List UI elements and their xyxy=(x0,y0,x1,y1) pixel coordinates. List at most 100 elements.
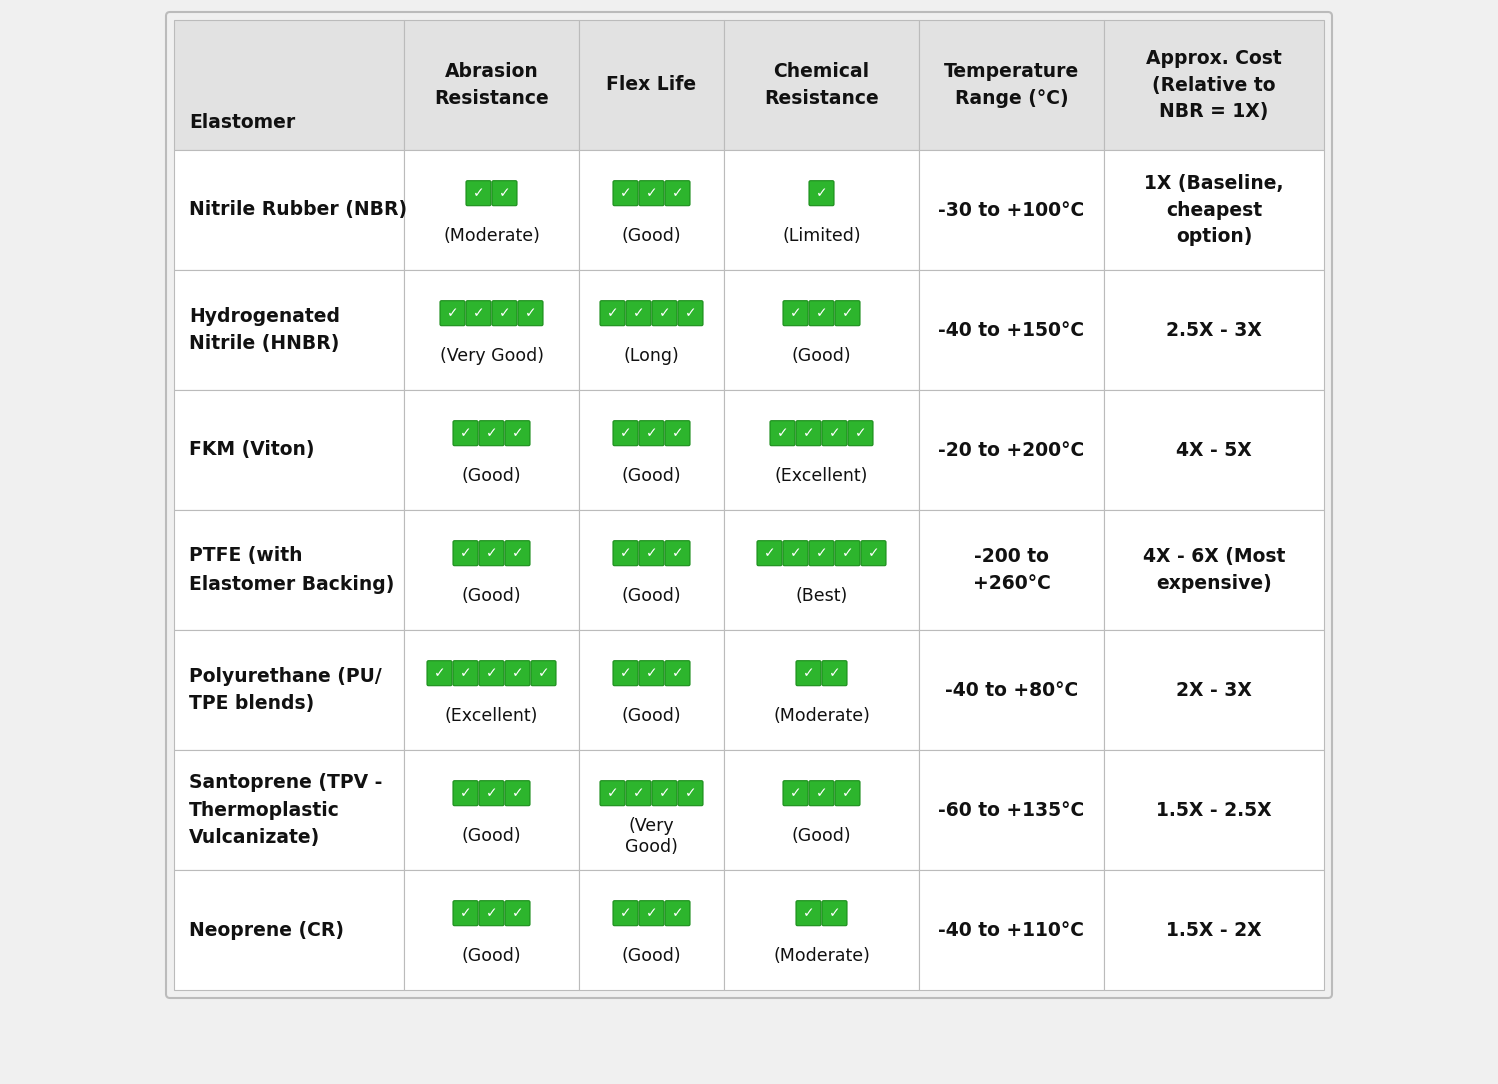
FancyBboxPatch shape xyxy=(640,421,664,446)
Text: ✓: ✓ xyxy=(512,786,523,800)
Bar xyxy=(1104,750,1324,870)
FancyBboxPatch shape xyxy=(613,421,638,446)
Text: (Good): (Good) xyxy=(622,708,682,725)
FancyBboxPatch shape xyxy=(665,901,691,926)
Bar xyxy=(580,630,724,750)
Bar xyxy=(724,150,918,270)
FancyBboxPatch shape xyxy=(479,541,503,566)
Bar xyxy=(580,870,724,990)
Text: FKM (Viton): FKM (Viton) xyxy=(189,440,315,460)
FancyBboxPatch shape xyxy=(665,181,691,206)
FancyBboxPatch shape xyxy=(809,541,834,566)
Text: ✓: ✓ xyxy=(485,667,497,680)
FancyBboxPatch shape xyxy=(809,300,834,325)
FancyBboxPatch shape xyxy=(505,780,530,805)
Text: ✓: ✓ xyxy=(842,546,854,560)
Text: ✓: ✓ xyxy=(816,186,827,201)
FancyBboxPatch shape xyxy=(834,780,860,805)
FancyBboxPatch shape xyxy=(626,780,652,805)
Bar xyxy=(1104,20,1324,150)
Text: ✓: ✓ xyxy=(460,906,472,920)
Bar xyxy=(404,630,580,750)
Text: 2.5X - 3X: 2.5X - 3X xyxy=(1165,321,1261,339)
FancyBboxPatch shape xyxy=(834,300,860,325)
Text: (Good): (Good) xyxy=(791,347,851,365)
FancyBboxPatch shape xyxy=(505,421,530,446)
Bar xyxy=(404,150,580,270)
FancyBboxPatch shape xyxy=(822,421,846,446)
FancyBboxPatch shape xyxy=(756,541,782,566)
FancyBboxPatch shape xyxy=(679,780,703,805)
Bar xyxy=(404,270,580,390)
Bar xyxy=(724,270,918,390)
Text: ✓: ✓ xyxy=(620,186,631,201)
Text: ✓: ✓ xyxy=(512,426,523,440)
Text: ✓: ✓ xyxy=(632,306,644,320)
Text: ✓: ✓ xyxy=(764,546,776,560)
Text: ✓: ✓ xyxy=(867,546,879,560)
FancyBboxPatch shape xyxy=(613,541,638,566)
FancyBboxPatch shape xyxy=(466,300,491,325)
Text: ✓: ✓ xyxy=(789,306,801,320)
FancyBboxPatch shape xyxy=(783,541,807,566)
FancyBboxPatch shape xyxy=(466,181,491,206)
Text: ✓: ✓ xyxy=(646,667,658,680)
Text: ✓: ✓ xyxy=(816,786,827,800)
Text: ✓: ✓ xyxy=(828,426,840,440)
FancyBboxPatch shape xyxy=(440,300,464,325)
Text: ✓: ✓ xyxy=(685,786,697,800)
Text: Polyurethane (PU/
TPE blends): Polyurethane (PU/ TPE blends) xyxy=(189,667,382,713)
Bar xyxy=(724,750,918,870)
Text: ✓: ✓ xyxy=(828,906,840,920)
Text: 1X (Baseline,
cheapest
option): 1X (Baseline, cheapest option) xyxy=(1144,175,1284,246)
FancyBboxPatch shape xyxy=(452,901,478,926)
Bar xyxy=(1104,150,1324,270)
Bar xyxy=(724,509,918,630)
Text: ✓: ✓ xyxy=(671,667,683,680)
FancyBboxPatch shape xyxy=(491,181,517,206)
FancyBboxPatch shape xyxy=(822,661,846,686)
Text: 1.5X - 2.5X: 1.5X - 2.5X xyxy=(1156,800,1272,820)
FancyBboxPatch shape xyxy=(679,300,703,325)
FancyBboxPatch shape xyxy=(613,661,638,686)
Bar xyxy=(404,20,580,150)
Text: ✓: ✓ xyxy=(607,786,619,800)
Text: ✓: ✓ xyxy=(485,426,497,440)
Text: ✓: ✓ xyxy=(620,667,631,680)
Bar xyxy=(724,20,918,150)
Text: ✓: ✓ xyxy=(659,306,670,320)
Bar xyxy=(580,390,724,509)
Text: -20 to +200°C: -20 to +200°C xyxy=(938,440,1085,460)
FancyBboxPatch shape xyxy=(166,12,1332,998)
Text: Neoprene (CR): Neoprene (CR) xyxy=(189,920,345,940)
Text: ✓: ✓ xyxy=(460,786,472,800)
FancyBboxPatch shape xyxy=(665,421,691,446)
Text: ✓: ✓ xyxy=(671,426,683,440)
Text: 4X - 5X: 4X - 5X xyxy=(1176,440,1252,460)
Text: 2X - 3X: 2X - 3X xyxy=(1176,681,1252,699)
FancyBboxPatch shape xyxy=(491,300,517,325)
Bar xyxy=(580,150,724,270)
Text: (Good): (Good) xyxy=(461,588,521,605)
FancyBboxPatch shape xyxy=(809,181,834,206)
Text: Flex Life: Flex Life xyxy=(607,76,697,94)
Text: ✓: ✓ xyxy=(646,906,658,920)
FancyBboxPatch shape xyxy=(452,541,478,566)
Bar xyxy=(404,750,580,870)
Bar xyxy=(174,870,404,990)
Text: ✓: ✓ xyxy=(803,906,815,920)
Text: ✓: ✓ xyxy=(607,306,619,320)
FancyBboxPatch shape xyxy=(665,541,691,566)
Bar xyxy=(918,870,1104,990)
Text: ✓: ✓ xyxy=(460,546,472,560)
FancyBboxPatch shape xyxy=(861,541,885,566)
Text: ✓: ✓ xyxy=(446,306,458,320)
Text: ✓: ✓ xyxy=(473,306,484,320)
Text: ✓: ✓ xyxy=(789,546,801,560)
Text: ✓: ✓ xyxy=(659,786,670,800)
Bar xyxy=(174,270,404,390)
FancyBboxPatch shape xyxy=(783,300,807,325)
Text: ✓: ✓ xyxy=(620,906,631,920)
Text: (Moderate): (Moderate) xyxy=(443,228,539,245)
FancyBboxPatch shape xyxy=(640,541,664,566)
